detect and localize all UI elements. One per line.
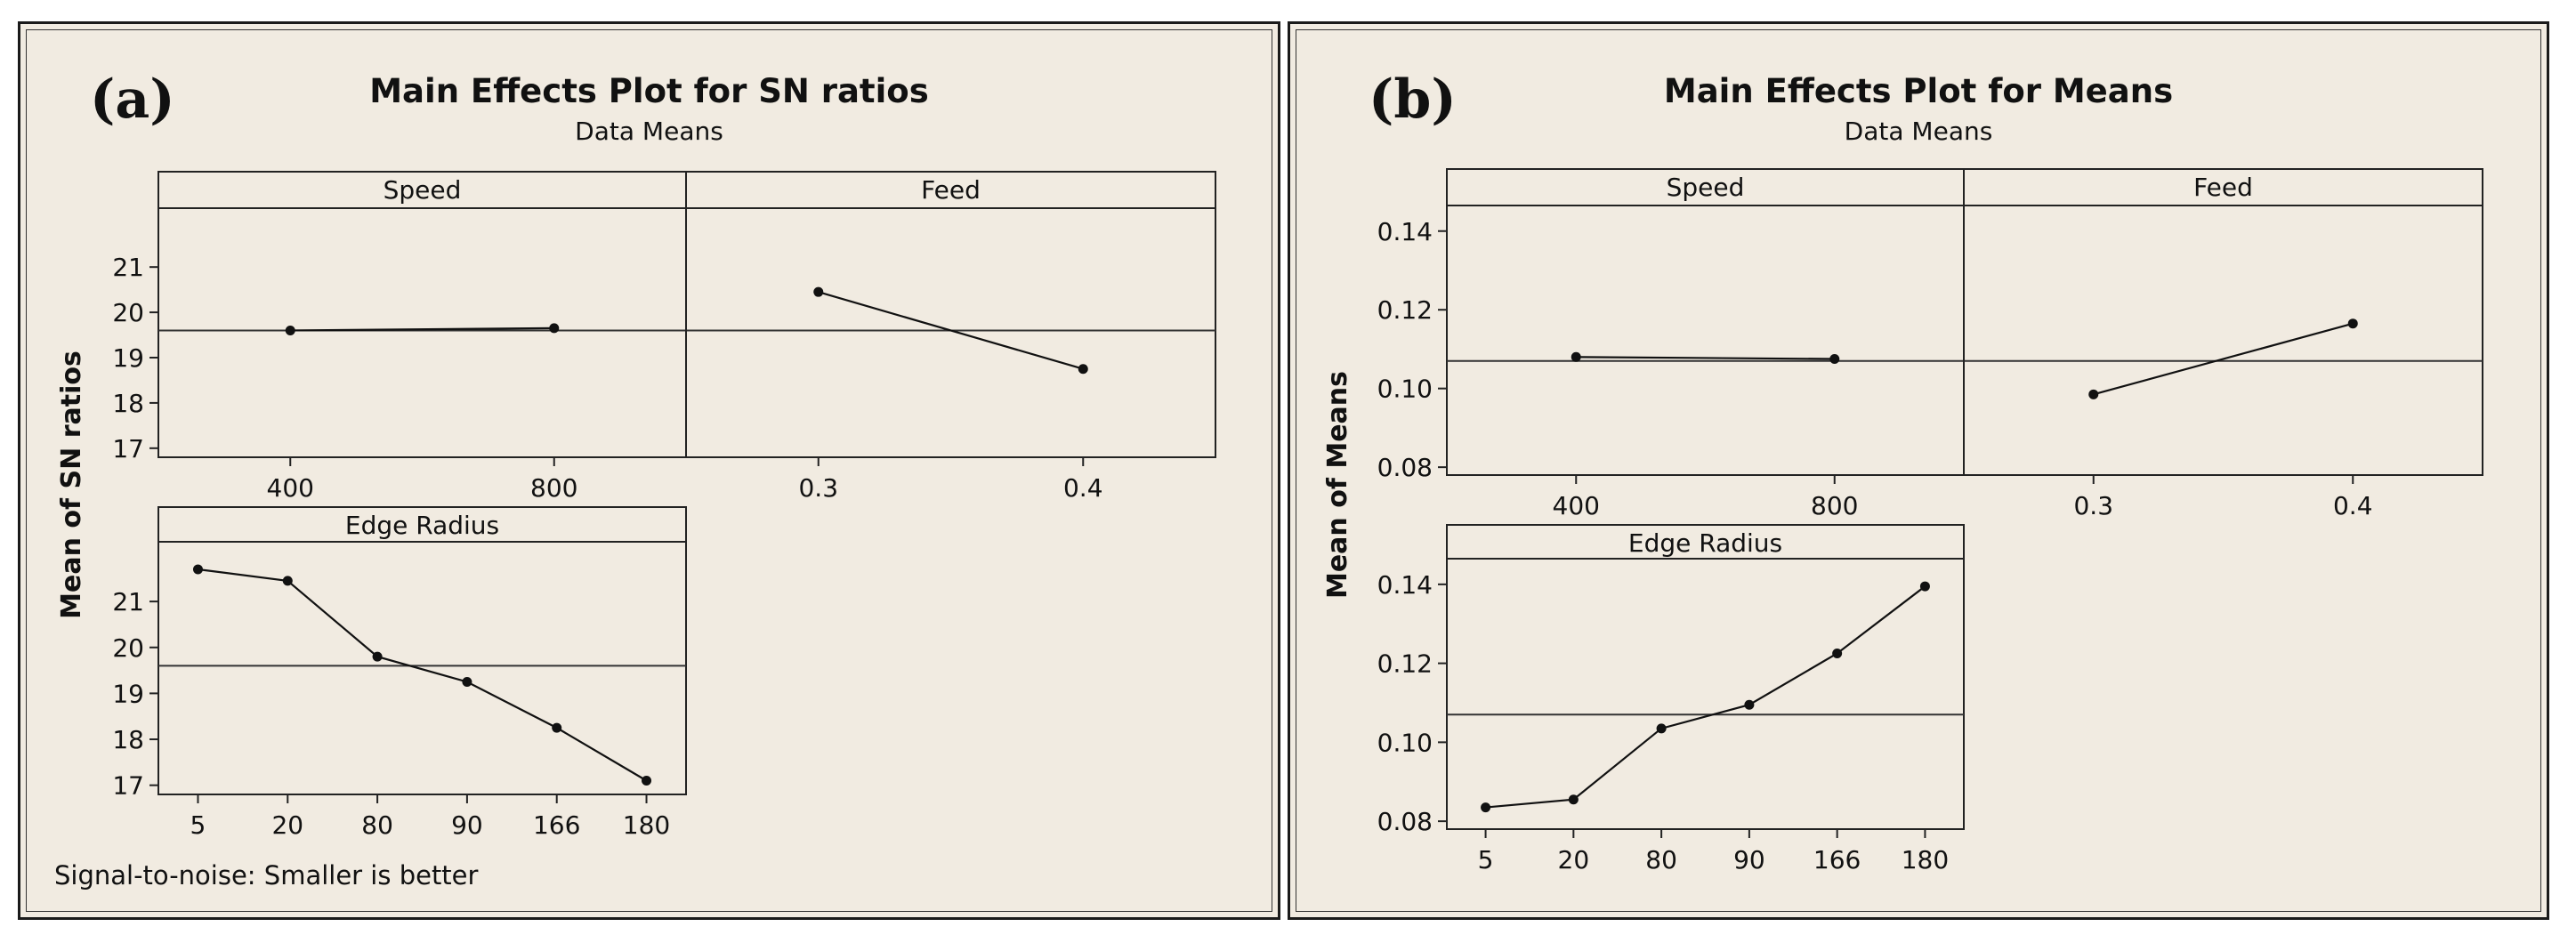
data-point: [1078, 364, 1088, 375]
panel-b-subtitle: Data Means: [1844, 117, 1993, 146]
y-tick-label: 17: [112, 434, 144, 463]
effect-line-feed: [2093, 322, 2354, 396]
x-tick-label: 0.3: [798, 473, 838, 503]
x-tick-label: 166: [1813, 845, 1861, 874]
data-point: [1481, 802, 1491, 813]
panel-a-note: Signal-to-noise: Smaller is better: [54, 860, 479, 891]
y-tick-label: 0.14: [1377, 570, 1433, 600]
x-tick-label: 180: [1902, 845, 1949, 874]
y-tick-label: 0.12: [1377, 295, 1433, 325]
data-point: [1829, 354, 1840, 365]
panel-b-title: Main Effects Plot for Means: [1663, 72, 2174, 110]
x-tick-label: 0.4: [2333, 491, 2373, 520]
data-point: [1919, 581, 1930, 592]
x-tick-label: 166: [533, 810, 580, 840]
data-point: [372, 651, 383, 662]
data-point: [1568, 794, 1579, 805]
data-point: [2347, 318, 2358, 329]
factor-header: Feed: [2193, 173, 2253, 202]
effect-line-feed: [818, 291, 1084, 370]
y-tick-label: 0.10: [1377, 728, 1433, 757]
x-tick-label: 400: [267, 473, 314, 503]
panel-b-label: (b): [1369, 69, 1457, 131]
x-tick-label: 0.4: [1063, 473, 1103, 503]
factor-header: Speed: [1667, 173, 1745, 202]
effect-line-edge-radius: [198, 568, 648, 782]
data-point: [642, 776, 652, 786]
data-point: [1571, 351, 1581, 362]
factor-header: Speed: [384, 175, 462, 205]
y-tick-label: 0.10: [1377, 375, 1433, 404]
factor-header: Edge Radius: [345, 511, 499, 540]
y-tick-label: 20: [112, 633, 144, 663]
x-tick-label: 5: [1478, 845, 1494, 874]
data-point: [2088, 389, 2099, 399]
panel-a-label: (a): [90, 69, 175, 131]
y-tick-label: 17: [112, 771, 144, 801]
y-tick-label: 18: [112, 725, 144, 754]
x-tick-label: 400: [1553, 491, 1600, 520]
y-tick-label: 19: [112, 343, 144, 373]
data-point: [462, 676, 472, 687]
x-tick-label: 20: [1558, 845, 1590, 874]
data-point: [1656, 723, 1667, 734]
factor-header: Edge Radius: [1628, 528, 1782, 558]
y-tick-label: 0.12: [1377, 649, 1433, 679]
y-tick-label: 0.08: [1377, 453, 1433, 482]
panel-a-frame: [26, 29, 1272, 912]
panel-a-subtitle: Data Means: [575, 117, 723, 146]
data-point: [285, 325, 295, 335]
x-tick-label: 0.3: [2073, 491, 2113, 520]
x-tick-label: 80: [361, 810, 393, 840]
data-point: [813, 286, 824, 297]
x-tick-label: 800: [530, 473, 577, 503]
panel-b-frame: [1296, 29, 2541, 912]
subplot-frame: [157, 506, 687, 795]
data-point: [552, 722, 562, 733]
y-tick-label: 18: [112, 389, 144, 418]
x-tick-label: 5: [190, 810, 206, 840]
y-axis-label: Mean of Means: [1322, 371, 1353, 599]
data-point: [1832, 649, 1843, 659]
y-tick-label: 20: [112, 298, 144, 327]
x-tick-label: 90: [1733, 845, 1765, 874]
y-tick-label: 19: [112, 679, 144, 708]
chart-a: Mean of SN ratios 17 18 19 20 21 Speed 400 800 Fe…: [56, 171, 1216, 840]
subplot-frame: [1446, 524, 1965, 830]
x-tick-label: 800: [1811, 491, 1858, 520]
panel-a-title: Main Effects Plot for SN ratios: [369, 72, 929, 110]
data-point: [282, 576, 293, 586]
y-tick-label: 0.08: [1377, 807, 1433, 836]
effect-line-speed: [1576, 356, 1835, 360]
x-tick-label: 180: [623, 810, 670, 840]
effect-line-edge-radius: [1485, 585, 1926, 809]
effect-line-speed: [290, 326, 554, 332]
data-point: [192, 564, 203, 575]
x-tick-label: 90: [451, 810, 483, 840]
y-axis-label: Mean of SN ratios: [56, 351, 87, 619]
panel-b: (b) Main Effects Plot for Means Data Mea…: [1288, 21, 2549, 920]
x-tick-label: 20: [271, 810, 303, 840]
data-point: [1744, 699, 1755, 710]
data-point: [549, 323, 560, 334]
factor-header: Feed: [921, 175, 981, 205]
y-tick-label: 21: [112, 587, 144, 617]
y-tick-label: 21: [112, 253, 144, 282]
y-tick-label: 0.14: [1377, 217, 1433, 246]
x-tick-label: 80: [1645, 845, 1677, 874]
